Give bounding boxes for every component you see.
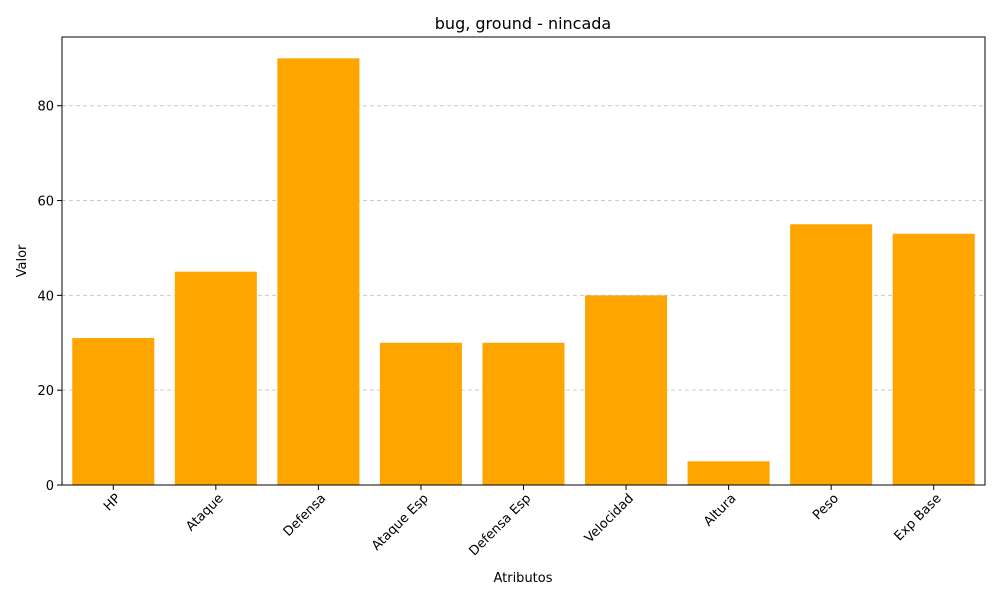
bar-ataque-esp: [379, 342, 462, 485]
x-tick-label: Defensa: [281, 491, 329, 539]
x-tick-label: HP: [101, 491, 124, 514]
bars: [72, 58, 975, 485]
x-tick-label: Ataque Esp: [369, 491, 432, 554]
x-tick-label: Exp Base: [892, 491, 945, 544]
x-tick-label: Peso: [810, 491, 842, 523]
chart-title: bug, ground - nincada: [435, 14, 611, 33]
y-tick-label: 80: [37, 100, 54, 115]
bar-hp: [72, 338, 155, 485]
bar-defensa: [277, 58, 360, 485]
bar-defensa-esp: [482, 342, 565, 485]
x-tick-label: Ataque: [183, 491, 226, 534]
x-tick-label: Velocidad: [582, 491, 637, 546]
x-axis-ticks: HP Ataque Defensa Ataque Esp Defensa Esp Velo…: [101, 485, 945, 559]
y-tick-label: 40: [37, 289, 54, 304]
bar-peso: [790, 224, 873, 485]
bar-exp-base: [892, 233, 975, 485]
y-axis-title: Valor: [15, 244, 30, 277]
bar-velocidad: [585, 295, 668, 485]
y-tick-label: 0: [46, 479, 54, 494]
x-tick-label: Altura: [701, 491, 739, 529]
y-tick-label: 20: [37, 384, 54, 399]
bar-altura: [687, 461, 770, 485]
y-axis-ticks: 0 20 40 60 80: [37, 100, 62, 494]
x-tick-label: Defensa Esp: [466, 491, 534, 559]
bar-ataque: [174, 271, 257, 485]
y-tick-label: 60: [37, 195, 54, 210]
x-axis-title: Atributos: [493, 571, 552, 586]
